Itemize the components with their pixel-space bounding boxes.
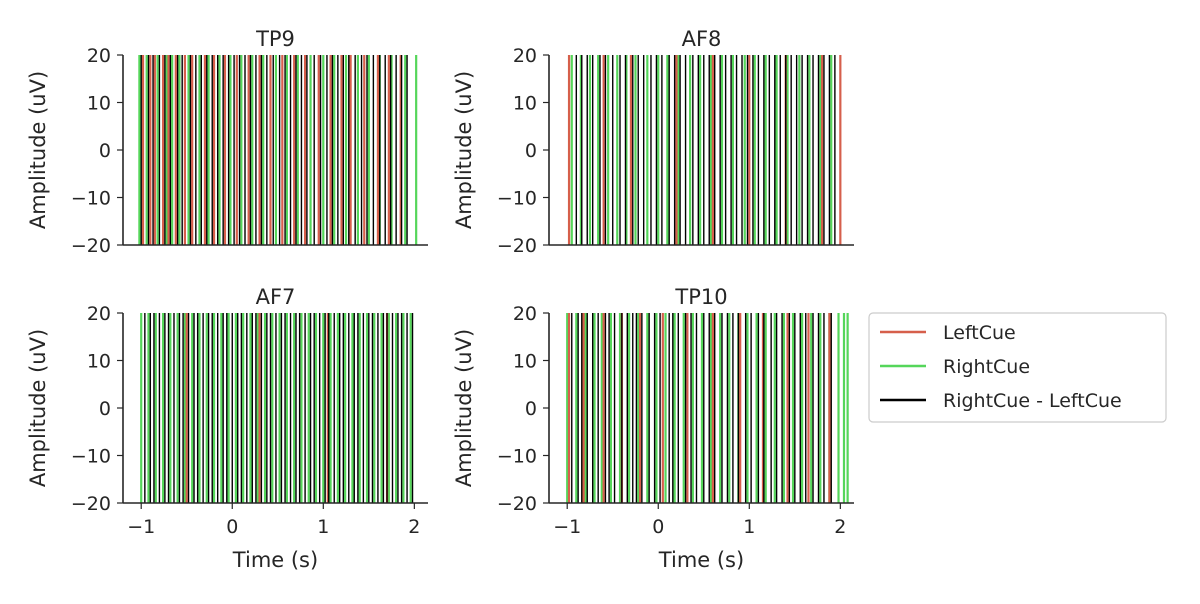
y-tick-label: 20	[87, 45, 111, 67]
x-tick-label: 1	[743, 516, 755, 538]
y-tick-label: −10	[497, 188, 537, 210]
x-axis-label: Time (s)	[232, 548, 318, 572]
y-tick-label: −10	[497, 446, 537, 468]
y-tick-label: 0	[99, 140, 111, 162]
y-tick-label: 0	[525, 140, 537, 162]
x-axis-label: Time (s)	[658, 548, 744, 572]
y-tick-label: 20	[87, 303, 111, 325]
x-tick-label: 2	[408, 516, 420, 538]
panel-tp9: −20 −10 0 10 20 TP9 Amplitude (uV)	[26, 27, 428, 257]
series-rightcue	[570, 55, 833, 245]
y-tick-label: 10	[87, 93, 111, 115]
legend-entry: LeftCue	[880, 322, 1016, 344]
panel-af8: −20 −10 0 10 20 AF8 Amplitude (uV)	[452, 27, 854, 257]
y-tick-label: 0	[525, 398, 537, 420]
y-tick-label: −10	[71, 446, 111, 468]
series-leftcue	[567, 313, 831, 503]
x-tick-label: 0	[226, 516, 238, 538]
legend-label: LeftCue	[943, 322, 1016, 344]
y-tick-label: 10	[87, 351, 111, 373]
legend-label: RightCue - LeftCue	[943, 390, 1122, 412]
series-leftcue	[141, 55, 402, 245]
series-leftcue	[567, 55, 842, 245]
y-axis-label: Amplitude (uV)	[452, 71, 476, 229]
panel-title: TP9	[255, 27, 295, 51]
y-axis-label: Amplitude (uV)	[26, 329, 50, 487]
panel-title: TP10	[674, 285, 727, 309]
series-rightcue	[140, 313, 412, 503]
y-tick-label: 20	[513, 45, 537, 67]
legend-label: RightCue	[943, 356, 1030, 378]
panel-title: AF7	[256, 285, 296, 309]
series-rightcue	[566, 313, 849, 503]
legend: LeftCue RightCue RightCue - LeftCue	[868, 312, 1167, 423]
y-tick-label: −20	[71, 493, 111, 515]
y-tick-label: −10	[71, 188, 111, 210]
x-tick-label: 0	[652, 516, 664, 538]
y-tick-label: −20	[71, 235, 111, 257]
y-tick-label: 10	[513, 351, 537, 373]
x-tick-label: −1	[127, 516, 155, 538]
x-tick-label: 2	[834, 516, 846, 538]
y-axis-label: Amplitude (uV)	[26, 71, 50, 229]
legend-box	[868, 312, 1167, 423]
y-tick-label: −20	[497, 235, 537, 257]
series-rightcue-leftcue	[140, 55, 408, 245]
panel-title: AF8	[682, 27, 722, 51]
x-tick-label: −1	[553, 516, 581, 538]
y-tick-label: 10	[513, 93, 537, 115]
legend-entry: RightCue	[880, 356, 1030, 378]
y-axis-label: Amplitude (uV)	[452, 329, 476, 487]
legend-entry: RightCue - LeftCue	[880, 390, 1122, 412]
series-rightcue-leftcue	[571, 313, 832, 503]
series-rightcue-leftcue	[144, 313, 414, 503]
x-tick-label: 1	[317, 516, 329, 538]
y-tick-label: 20	[513, 303, 537, 325]
y-tick-label: 0	[99, 398, 111, 420]
series-rightcue-leftcue	[575, 55, 836, 245]
y-tick-label: −20	[497, 493, 537, 515]
series-rightcue	[138, 55, 418, 245]
